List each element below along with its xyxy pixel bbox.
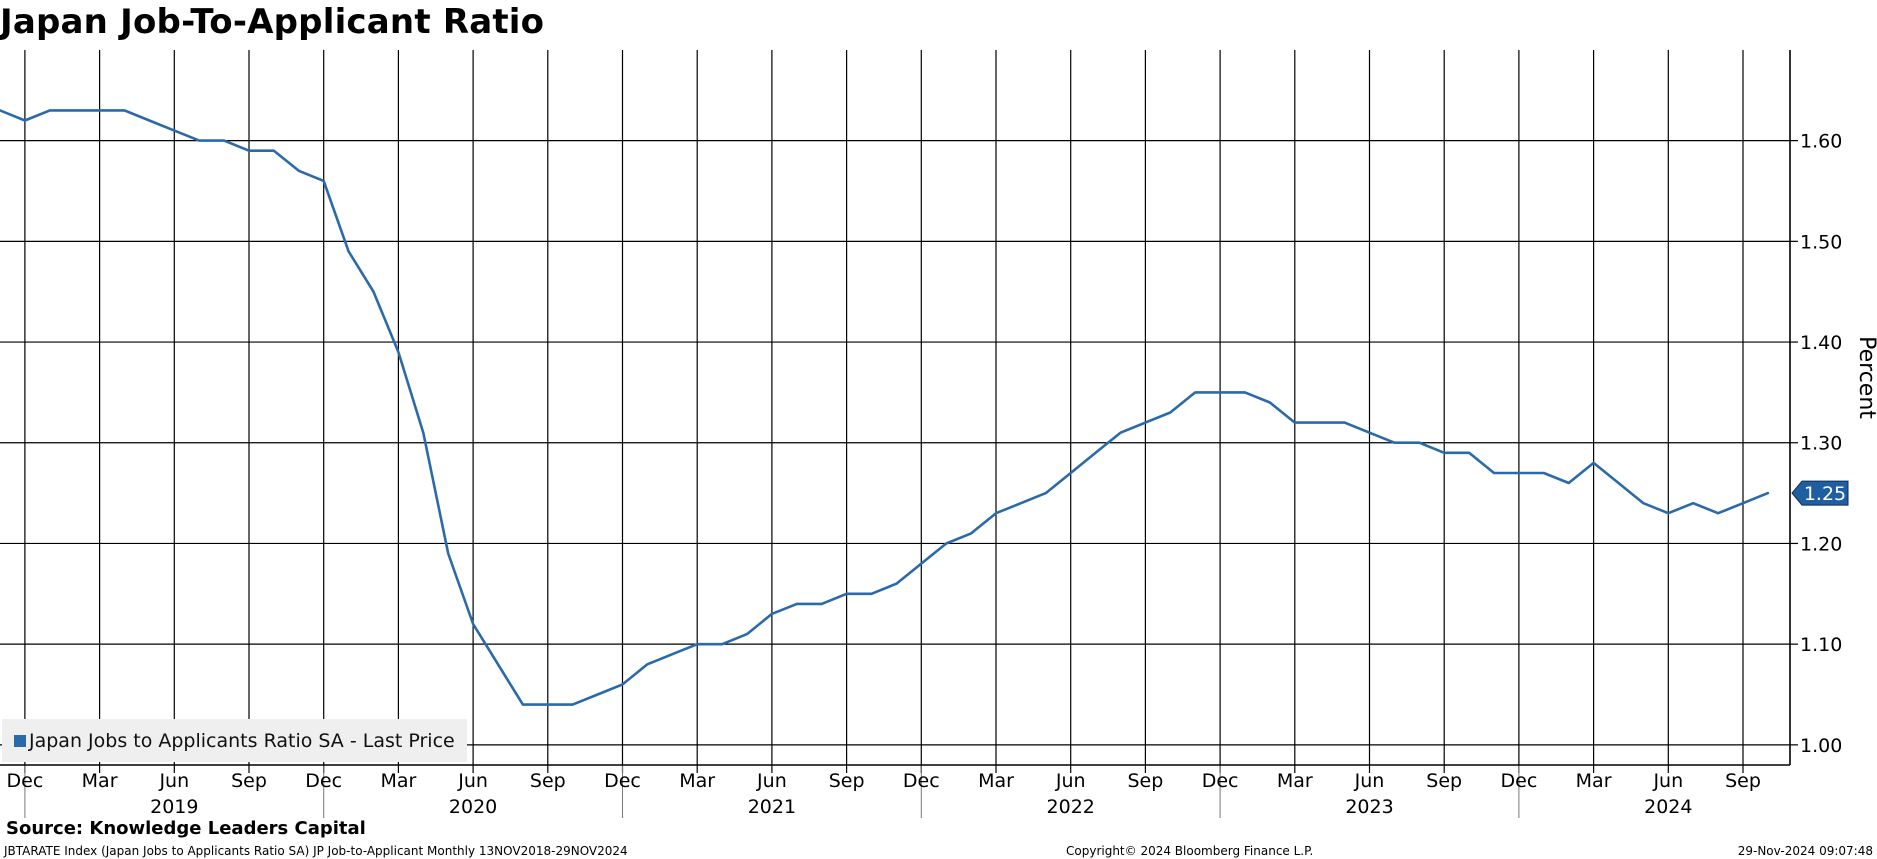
month-tick-label: Mar: [1277, 770, 1313, 792]
month-tick-label: Jun: [1652, 770, 1683, 792]
year-label: 2020: [449, 796, 497, 818]
month-tick-label: Dec: [1202, 770, 1239, 792]
year-label: 2019: [150, 796, 198, 818]
month-tick-label: Mar: [1576, 770, 1612, 792]
month-tick-label: Mar: [380, 770, 416, 792]
month-tick-label: Mar: [978, 770, 1014, 792]
source-note: Source: Knowledge Leaders Capital: [6, 818, 366, 839]
month-tick-label: Sep: [1127, 770, 1163, 792]
month-tick-label: Mar: [82, 770, 118, 792]
month-tick-label: Dec: [903, 770, 940, 792]
last-value-label: 1.25: [1804, 483, 1846, 505]
legend-swatch: [14, 734, 26, 747]
year-label: 2022: [1047, 796, 1095, 818]
month-tick-label: Dec: [1501, 770, 1538, 792]
y-axis-title: Percent: [1854, 336, 1877, 419]
y-tick-label: 1.10: [1800, 634, 1842, 656]
series-layer: [0, 109, 1770, 706]
month-tick-label: Jun: [1055, 770, 1086, 792]
y-tick-label: 1.30: [1800, 433, 1842, 455]
month-tick-label: Jun: [756, 770, 787, 792]
month-tick-label: Sep: [829, 770, 865, 792]
month-tick-label: Jun: [158, 770, 189, 792]
y-tick-label: 1.60: [1800, 131, 1842, 153]
month-tick-label: Sep: [1426, 770, 1462, 792]
chart-title: Japan Job-To-Applicant Ratio: [0, 2, 545, 42]
grid: [0, 50, 1790, 765]
month-tick-label: Sep: [231, 770, 267, 792]
y-tick-label: 1.50: [1800, 231, 1842, 253]
month-tick-label: Mar: [679, 770, 715, 792]
month-tick-label: Dec: [305, 770, 342, 792]
axes: [0, 50, 1798, 818]
copyright-note: Copyright© 2024 Bloomberg Finance L.P.: [1066, 844, 1314, 858]
labels: 1.00 1.10 1.20 1.30 1.40 1.50 1.60 Dec Mar Jun Sep…: [7, 131, 1877, 818]
month-tick-label: Sep: [530, 770, 566, 792]
year-label: 2021: [748, 796, 796, 818]
month-tick-label: Dec: [7, 770, 44, 792]
y-tick-label: 1.00: [1800, 735, 1842, 757]
timestamp: 29-Nov-2024 09:07:48: [1737, 844, 1873, 858]
month-tick-label: Sep: [1725, 770, 1761, 792]
ticker-description: JBTARATE Index (Japan Jobs to Applicants…: [4, 844, 628, 858]
last-value-badge: [1791, 480, 1849, 506]
month-tick-label: Jun: [457, 770, 488, 792]
month-tick-label: Dec: [604, 770, 641, 792]
legend-label: Japan Jobs to Applicants Ratio SA - Last…: [29, 729, 455, 752]
y-tick-label: 1.40: [1800, 332, 1842, 354]
legend: Japan Jobs to Applicants Ratio SA - Last…: [2, 719, 467, 762]
series-line: [0, 109, 1770, 706]
y-tick-label: 1.20: [1800, 533, 1842, 555]
month-tick-label: Jun: [1354, 770, 1385, 792]
year-label: 2024: [1644, 796, 1692, 818]
year-label: 2023: [1345, 796, 1393, 818]
